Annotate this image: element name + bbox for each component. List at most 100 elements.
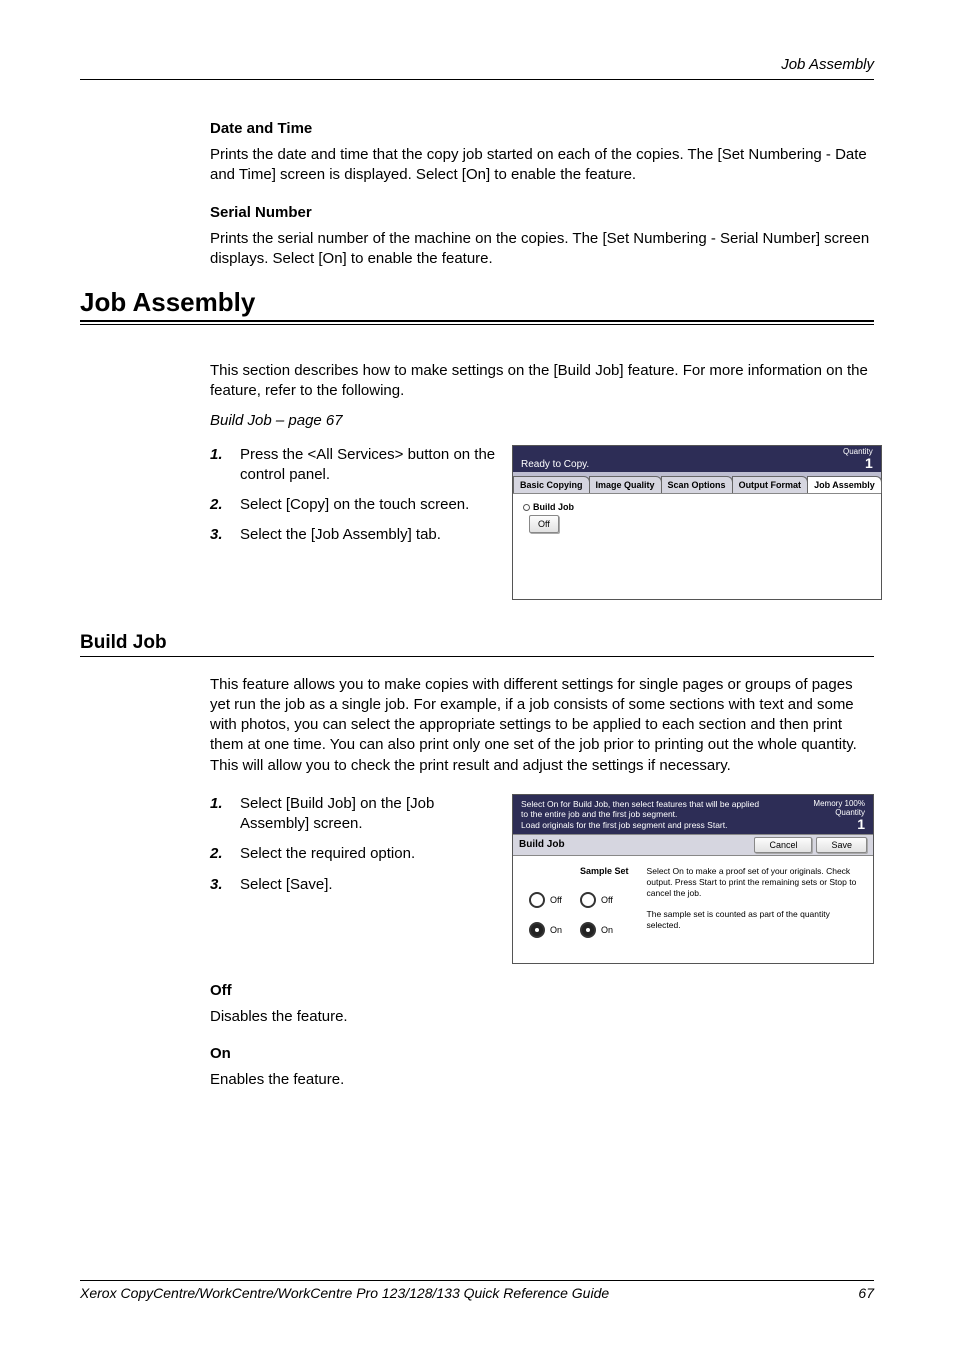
step-num: 3. xyxy=(210,875,230,895)
shot2-help1: Select On to make a proof set of your or… xyxy=(647,866,863,899)
shot1-off-button[interactable]: Off xyxy=(529,515,559,533)
shot2-colA: Off On xyxy=(529,866,562,938)
radio-icon xyxy=(529,892,545,908)
footer-row: Xerox CopyCentre/WorkCentre/WorkCentre P… xyxy=(80,1285,874,1301)
step2-1: 1.Select [Build Job] on the [Job Assembl… xyxy=(210,794,500,835)
tab-output-format[interactable]: Output Format xyxy=(732,476,809,493)
on-heading: On xyxy=(210,1045,874,1062)
steps2-col: 1.Select [Build Job] on the [Job Assembl… xyxy=(210,794,500,905)
shot2-msg-line3: Load originals for the first job segment… xyxy=(521,820,727,830)
sample-radio-on[interactable]: On xyxy=(580,922,629,938)
sample-on-label: On xyxy=(601,925,613,935)
h1-rule-bot xyxy=(80,324,874,325)
date-time-section: Date and Time Prints the date and time t… xyxy=(210,120,874,269)
h2-build-job: Build Job xyxy=(80,632,874,654)
steps-and-shot1: 1.Press the <All Services> button on the… xyxy=(210,445,874,600)
radio-on[interactable]: On xyxy=(529,922,562,938)
shot1-header: Ready to Copy. Quantity 1 xyxy=(513,446,881,472)
step2-2: 2. Select the required option. xyxy=(210,844,500,864)
shot2-body: Off On Sample Set Off On Select On to ma… xyxy=(513,856,873,942)
sample-set-heading: Sample Set xyxy=(580,866,629,876)
shot1-option-label: Build Job xyxy=(533,502,574,512)
shot2-qty-value: 1 xyxy=(857,816,865,832)
shot2-titlebar: Build Job Cancel Save xyxy=(513,834,873,856)
shot1-col: Ready to Copy. Quantity 1 Basic Copying … xyxy=(512,445,882,600)
footer: Xerox CopyCentre/WorkCentre/WorkCentre P… xyxy=(80,1280,874,1301)
off-body: Disables the feature. xyxy=(210,1007,874,1027)
intro-block: This section describes how to make setti… xyxy=(210,361,874,600)
shot2-right: Memory 100% Quantity 1 xyxy=(813,799,865,831)
running-head: Job Assembly xyxy=(80,56,874,73)
radio-icon xyxy=(529,922,545,938)
radio-icon xyxy=(580,922,596,938)
h1-rule-top xyxy=(80,320,874,322)
footer-right: 67 xyxy=(858,1285,874,1301)
shot2-title: Build Job xyxy=(519,839,750,850)
shot1: Ready to Copy. Quantity 1 Basic Copying … xyxy=(512,445,882,600)
shot2-msg: Select On for Build Job, then select fea… xyxy=(521,799,759,831)
h2-rule xyxy=(80,656,874,657)
build-job-block: This feature allows you to make copies w… xyxy=(210,675,874,1091)
shot2-colB: Sample Set Off On xyxy=(580,866,629,938)
build-job-ref: Build Job – page 67 xyxy=(210,412,874,429)
step1-1: 1.Press the <All Services> button on the… xyxy=(210,445,500,486)
tab-job-assembly[interactable]: Job Assembly xyxy=(807,476,882,493)
tab-scan-options[interactable]: Scan Options xyxy=(661,476,733,493)
step2-3: 3. Select [Save]. xyxy=(210,875,500,895)
steps1-list: 1.Press the <All Services> button on the… xyxy=(210,445,500,546)
on-body: Enables the feature. xyxy=(210,1070,874,1090)
shot1-qty: Quantity 1 xyxy=(843,447,873,470)
step-text: Select [Copy] on the touch screen. xyxy=(240,495,500,515)
top-rule xyxy=(80,79,874,80)
step-text: Select the required option. xyxy=(240,844,500,864)
step-num: 2. xyxy=(210,495,230,515)
shot2-col: Select On for Build Job, then select fea… xyxy=(512,794,874,964)
shot1-qty-value: 1 xyxy=(865,455,873,471)
shot1-ready: Ready to Copy. xyxy=(521,459,589,470)
radio-icon xyxy=(580,892,596,908)
step-num: 1. xyxy=(210,794,230,835)
build-job-body: This feature allows you to make copies w… xyxy=(210,675,874,776)
sample-radio-off[interactable]: Off xyxy=(580,892,629,908)
page: Job Assembly Date and Time Prints the da… xyxy=(0,0,954,1351)
step1-2: 2. Select [Copy] on the touch screen. xyxy=(210,495,500,515)
off-heading: Off xyxy=(210,982,874,999)
footer-rule xyxy=(80,1280,874,1281)
steps2-list: 1.Select [Build Job] on the [Job Assembl… xyxy=(210,794,500,895)
date-time-heading: Date and Time xyxy=(210,120,874,137)
shot1-build-job-option: Build Job xyxy=(523,502,871,512)
shot2-msg-line2: to the entire job and the first job segm… xyxy=(521,809,677,819)
h1-rule xyxy=(80,320,874,325)
step-text: Press the <All Services> button on the c… xyxy=(240,445,500,486)
step-num: 3. xyxy=(210,525,230,545)
step-num: 2. xyxy=(210,844,230,864)
sample-off-label: Off xyxy=(601,895,613,905)
radio-on-label: On xyxy=(550,925,562,935)
radio-off[interactable]: Off xyxy=(529,892,562,908)
tab-image-quality[interactable]: Image Quality xyxy=(589,476,662,493)
date-time-body: Prints the date and time that the copy j… xyxy=(210,145,874,186)
h1-job-assembly: Job Assembly xyxy=(80,287,874,318)
step1-3: 3. Select the [Job Assembly] tab. xyxy=(210,525,500,545)
cancel-button[interactable]: Cancel xyxy=(754,837,812,853)
save-button[interactable]: Save xyxy=(816,837,867,853)
shot2-header: Select On for Build Job, then select fea… xyxy=(513,795,873,834)
step-text: Select [Save]. xyxy=(240,875,500,895)
steps-and-shot2: 1.Select [Build Job] on the [Job Assembl… xyxy=(210,794,874,964)
shot2: Select On for Build Job, then select fea… xyxy=(512,794,874,964)
shot2-help: Select On to make a proof set of your or… xyxy=(647,866,863,938)
steps1-col: 1.Press the <All Services> button on the… xyxy=(210,445,500,556)
step-num: 1. xyxy=(210,445,230,486)
radio-off-label: Off xyxy=(550,895,562,905)
tab-basic-copying[interactable]: Basic Copying xyxy=(513,476,590,493)
serial-heading: Serial Number xyxy=(210,204,874,221)
shot2-memory: Memory 100% xyxy=(813,799,865,808)
spacer xyxy=(529,866,562,878)
footer-left: Xerox CopyCentre/WorkCentre/WorkCentre P… xyxy=(80,1285,609,1301)
shot2-help2: The sample set is counted as part of the… xyxy=(647,909,863,931)
step-text: Select the [Job Assembly] tab. xyxy=(240,525,500,545)
radio-icon xyxy=(523,504,530,511)
shot1-tabs: Basic Copying Image Quality Scan Options… xyxy=(513,472,881,494)
shot1-body: Build Job Off xyxy=(513,494,881,599)
serial-body: Prints the serial number of the machine … xyxy=(210,229,874,270)
